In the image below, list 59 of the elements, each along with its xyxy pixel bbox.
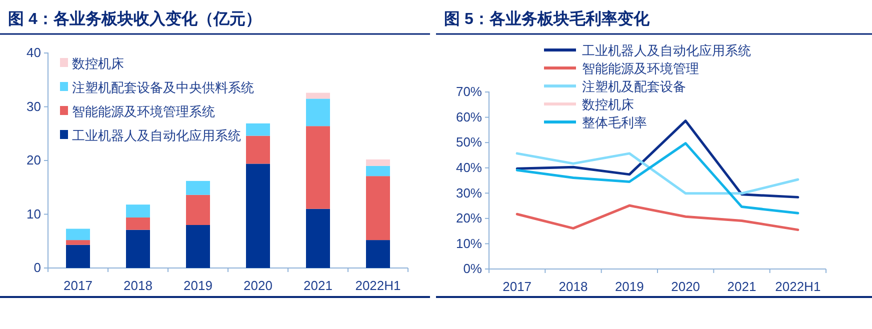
y-tick-label: 0% bbox=[463, 261, 482, 276]
y-tick-label: 40 bbox=[26, 45, 41, 60]
legend-label: 数控机床 bbox=[582, 97, 634, 112]
y-tick-label: 70% bbox=[456, 84, 482, 100]
bar bbox=[66, 228, 90, 240]
y-tick-label: 20% bbox=[456, 210, 482, 226]
x-tick-label: 2022H1 bbox=[355, 278, 401, 293]
bar bbox=[306, 92, 330, 99]
y-tick-label: 10 bbox=[26, 206, 41, 222]
x-tick-label: 2020 bbox=[671, 279, 700, 294]
line-series bbox=[516, 152, 800, 195]
x-tick-label: 2017 bbox=[64, 278, 92, 293]
chart-title: 图 5：各业务板块毛利率变化 bbox=[444, 9, 650, 28]
x-tick-label: 2018 bbox=[124, 278, 152, 293]
legend-label: 注塑机配套设备及中央供料系统 bbox=[72, 80, 254, 95]
x-tick-label: 2019 bbox=[614, 279, 644, 294]
y-tick-label: 30% bbox=[456, 185, 482, 200]
bar bbox=[66, 244, 90, 268]
x-tick-label: 2022H1 bbox=[775, 279, 821, 294]
x-tick-label: 2019 bbox=[184, 278, 212, 293]
bar bbox=[306, 126, 330, 209]
bar bbox=[126, 217, 150, 230]
bar bbox=[366, 166, 390, 176]
x-tick-label: 2017 bbox=[502, 279, 532, 294]
bar bbox=[126, 204, 150, 218]
legend-label: 工业机器人及自动化应用系统 bbox=[72, 128, 241, 143]
x-tick-label: 2021 bbox=[727, 279, 756, 294]
x-tick-label: 2021 bbox=[304, 278, 332, 293]
y-tick-label: 0 bbox=[34, 260, 41, 276]
bar bbox=[246, 123, 270, 136]
chart-title: 图 4：各业务板块收入变化（亿元） bbox=[8, 10, 262, 28]
x-tick-label: 2020 bbox=[244, 278, 272, 293]
y-tick-label: 30 bbox=[26, 98, 41, 114]
x-tick-label: 2018 bbox=[558, 279, 588, 294]
y-tick-label: 10% bbox=[456, 236, 482, 251]
legend-label: 整体毛利率 bbox=[582, 115, 647, 130]
bar bbox=[306, 98, 330, 126]
line-series bbox=[516, 142, 800, 214]
bar bbox=[186, 180, 210, 195]
line-series bbox=[516, 204, 800, 232]
bar bbox=[246, 164, 270, 268]
y-tick-label: 20 bbox=[26, 152, 41, 168]
bar bbox=[186, 225, 210, 268]
bar bbox=[246, 136, 270, 164]
bar bbox=[366, 176, 390, 240]
legend-label: 注塑机及配套设备 bbox=[582, 79, 686, 94]
legend-label: 工业机器人及自动化应用系统 bbox=[582, 43, 751, 58]
bar bbox=[186, 194, 210, 225]
legend-label: 智能能源及环境管理 bbox=[582, 61, 699, 76]
legend-label: 数控机床 bbox=[72, 56, 124, 71]
y-tick-label: 40% bbox=[456, 160, 482, 176]
legend-label: 智能能源及环境管理系统 bbox=[72, 104, 215, 119]
bar bbox=[366, 159, 390, 166]
bar bbox=[366, 240, 390, 268]
bar bbox=[126, 230, 150, 268]
y-tick-label: 50% bbox=[456, 134, 482, 150]
y-tick-label: 60% bbox=[456, 109, 482, 124]
bar bbox=[66, 240, 90, 245]
bar bbox=[306, 208, 330, 268]
